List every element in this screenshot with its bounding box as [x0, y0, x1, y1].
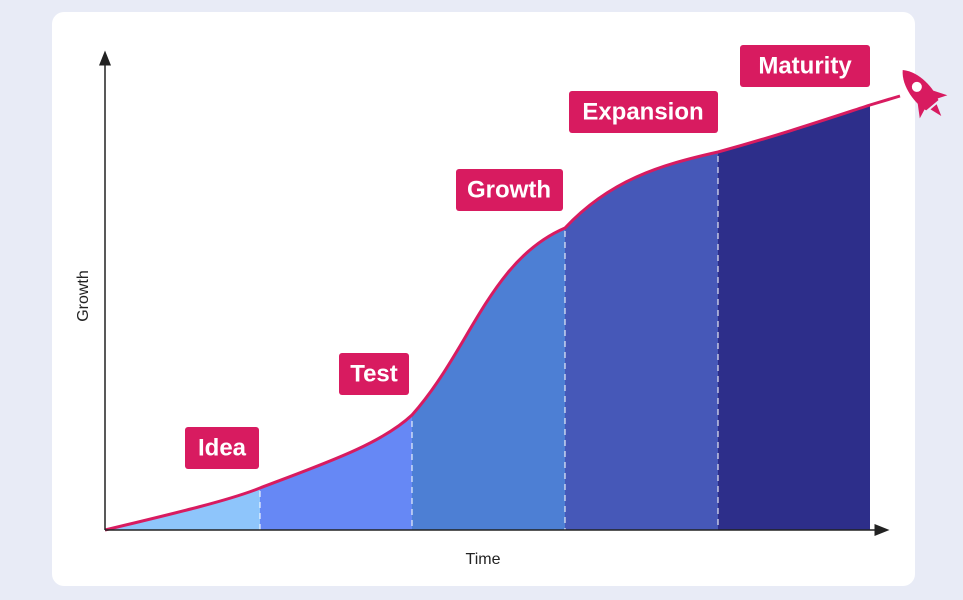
stage-area: [718, 105, 870, 530]
tag-box: [456, 169, 563, 211]
tag-box: [185, 427, 259, 469]
x-axis-label: Time: [466, 551, 501, 568]
growth-curve: [104, 94, 901, 532]
stage-label: Maturity: [758, 52, 852, 79]
stage-label: Idea: [198, 434, 247, 461]
stage-label: Expansion: [582, 98, 703, 125]
rocket-icon: [902, 70, 948, 119]
tag-box: [339, 353, 409, 395]
tag-box: [569, 91, 718, 133]
tag-box: [740, 45, 870, 87]
stage-label: Test: [350, 360, 398, 387]
stage-label: Growth: [467, 176, 551, 203]
y-axis-label: Growth: [75, 270, 92, 322]
